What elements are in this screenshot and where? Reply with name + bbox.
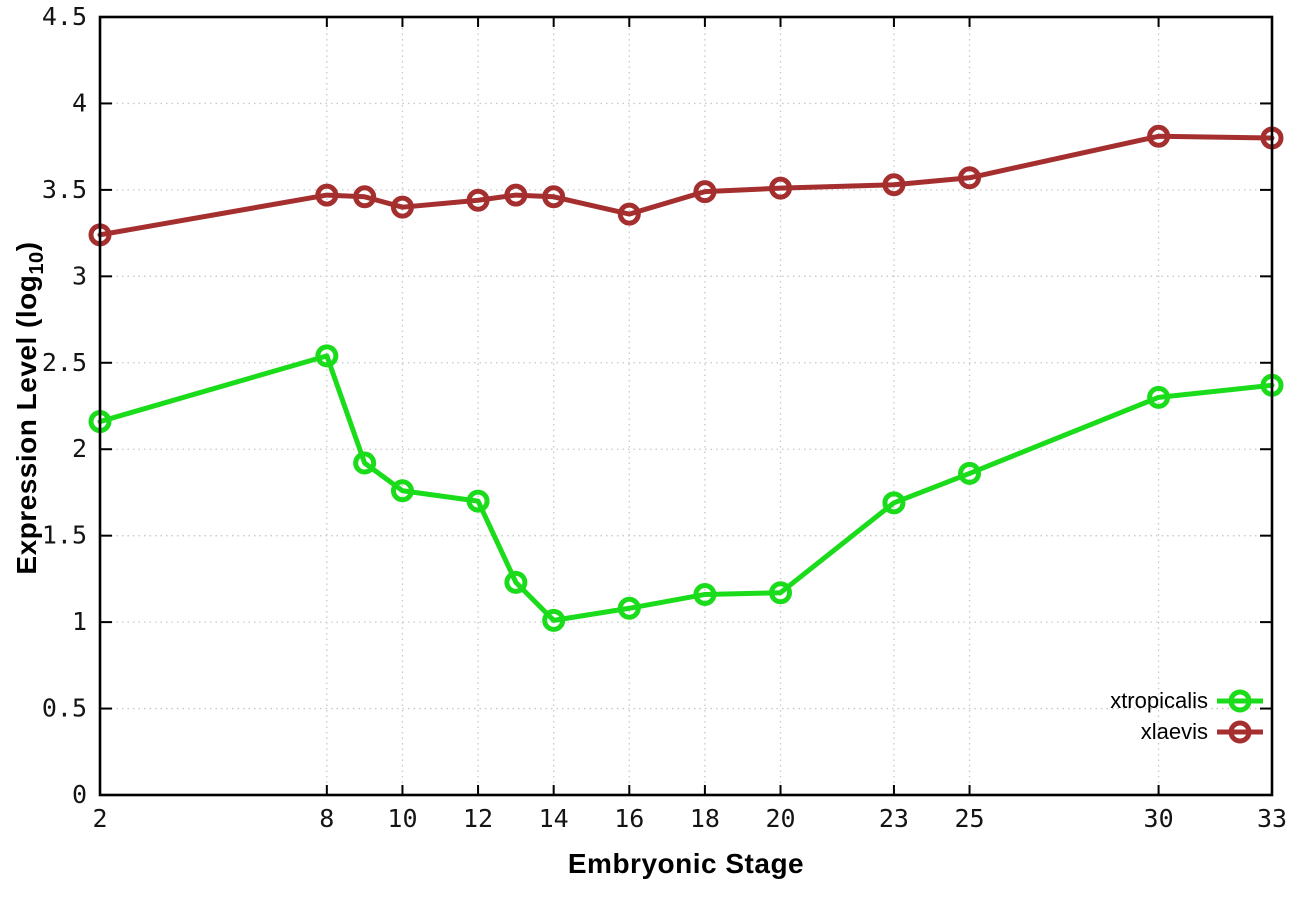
legend-marker-sample [1228,689,1252,713]
data-point-xtropicalis [882,491,906,515]
data-point-xlaevis [693,180,717,204]
x-axis-tick-label: 18 [690,804,720,833]
y-axis-label-subscript: 10 [25,251,48,275]
x-axis-tick-label: 25 [954,804,984,833]
y-axis-tick-label: 2.5 [42,348,87,377]
data-point-xtropicalis [504,570,528,594]
data-point-xtropicalis [390,479,414,503]
data-point-xtropicalis [693,582,717,606]
data-point-xtropicalis [466,489,490,513]
data-point-xtropicalis [958,461,982,485]
data-point-xtropicalis [353,451,377,475]
x-axis-tick-label: 14 [539,804,569,833]
data-point-xlaevis [466,188,490,212]
y-axis-tick-label: 0 [72,780,87,809]
data-point-xlaevis [882,173,906,197]
legend-label-xlaevis: xlaevis [1140,719,1208,744]
series-line-xtropicalis [97,353,1275,623]
data-point-xlaevis [390,195,414,219]
x-axis-tick-label: 2 [92,804,107,833]
x-axis-tick-label: 20 [765,804,795,833]
data-point-xtropicalis [1147,385,1171,409]
legend-sample-xlaevis [1217,720,1263,744]
data-point-xlaevis [958,166,982,190]
y-axis-tick-label: 4.5 [42,2,87,31]
legend-marker-sample [1228,720,1252,744]
x-axis-tick-label: 23 [879,804,909,833]
x-axis-tick-label: 8 [319,804,334,833]
data-point-xlaevis [504,183,528,207]
data-point-xtropicalis [315,344,339,368]
legend-row-xtropicalis: xtropicalis [1110,686,1263,716]
y-axis-tick-label: 1.5 [42,521,87,550]
legend-sample-xtropicalis [1217,689,1263,713]
data-point-xtropicalis [617,596,641,620]
x-axis-tick-label: 16 [614,804,644,833]
data-point-xlaevis [315,183,339,207]
chart-legend: xtropicalis xlaevis [1110,686,1263,747]
x-axis-label: Embryonic Stage [567,848,805,879]
data-point-xlaevis [1147,124,1171,148]
legend-label-xtropicalis: xtropicalis [1110,688,1208,713]
y-axis-label: Expression Level (log10) [11,241,49,574]
y-axis-label-suffix: ) [11,241,43,252]
x-axis-tick-label: 10 [387,804,417,833]
series-line-xlaevis [97,133,1275,238]
data-point-xtropicalis [542,608,566,632]
data-point-xlaevis [769,176,793,200]
y-axis-tick-label: 1 [72,607,87,636]
x-axis-tick-label: 33 [1257,804,1287,833]
y-axis-label-text: Expression Level (log [11,274,43,575]
x-axis-tick-label: 30 [1144,804,1174,833]
data-point-xtropicalis [769,581,793,605]
y-axis-tick-label: 3.5 [42,175,87,204]
y-axis-tick-label: 2 [72,434,87,463]
data-point-xlaevis [353,185,377,209]
y-axis-tick-label: 4 [72,88,87,117]
data-point-xlaevis [617,202,641,226]
x-axis-tick-label: 12 [463,804,493,833]
y-axis-tick-label: 0.5 [42,694,87,723]
plot-border [98,15,1274,797]
y-axis-tick-label: 3 [72,261,87,290]
data-point-xlaevis [542,185,566,209]
legend-row-xlaevis: xlaevis [1141,717,1263,747]
